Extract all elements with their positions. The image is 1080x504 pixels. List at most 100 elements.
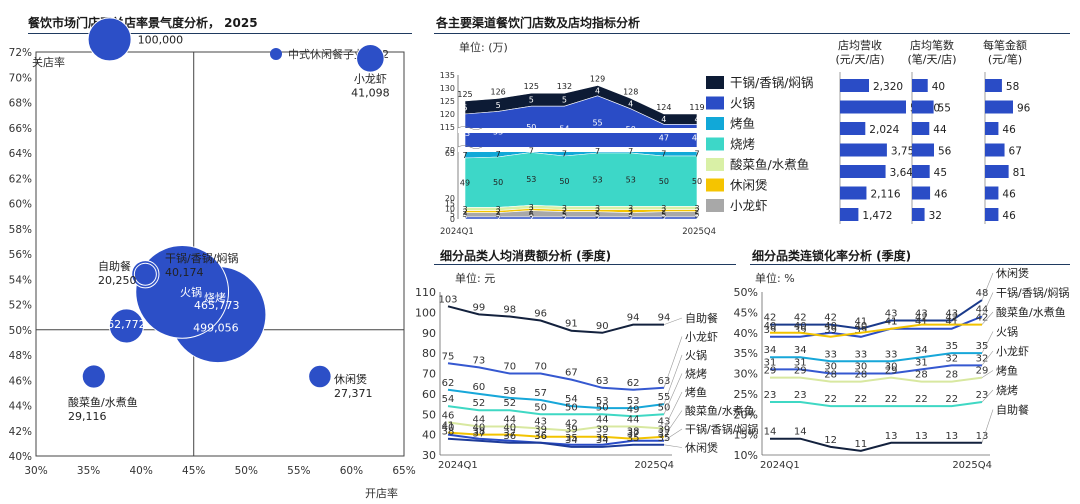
chain-ytick-label: 35% <box>734 347 758 360</box>
spend-data-label: 43 <box>534 417 547 428</box>
bubble-size-label: 29,116 <box>68 410 107 423</box>
chain-ytick-label: 15% <box>734 429 758 442</box>
channel-total-label: 129 <box>590 74 605 83</box>
channel-total-label: 132 <box>557 82 572 91</box>
spend-series-line-干锅-香锅-焖锅 <box>447 433 664 446</box>
metric-column-unit: (元/笔) <box>988 52 1022 66</box>
bubble-point-unnamed <box>87 17 132 62</box>
spend-label-leader <box>663 317 683 325</box>
channel-legend-label: 干锅/香锅/焖锅 <box>730 75 813 90</box>
spend-data-label: 38 <box>472 427 485 438</box>
metric-bar-avg_ticket <box>985 165 1009 178</box>
channel-total-label: 125 <box>524 82 539 91</box>
channel-layer-value: 2 <box>628 214 633 223</box>
channel-layer-value: 7 <box>496 150 501 159</box>
bubble-size-label: 62,772 <box>107 318 146 331</box>
bubble-category-label: 干锅/香锅/焖锅 <box>165 251 238 265</box>
spend-data-label: 90 <box>596 321 609 332</box>
spend-data-label: 49 <box>627 404 640 415</box>
metric-bar-avg_ticket <box>985 208 999 221</box>
chain-data-label: 34 <box>794 345 807 356</box>
chain-data-label: 43 <box>885 309 898 320</box>
bubble-point-休闲煲 <box>308 364 332 389</box>
metric-value-revenue: 2,024 <box>869 124 899 136</box>
chain-data-label: 14 <box>794 427 807 438</box>
spend-data-label: 75 <box>442 351 455 362</box>
channel-ytick-label: 5 <box>450 210 455 219</box>
spend-data-label: 54 <box>565 394 578 405</box>
spend-label-leader <box>663 410 683 437</box>
channel-legend-label: 烤鱼 <box>730 116 755 131</box>
chain-series-label: 自助餐 <box>996 403 1029 417</box>
bubble-point-火锅 <box>135 244 230 339</box>
chain-ytick-label: 50% <box>734 286 758 299</box>
spend-data-label: 36 <box>534 431 547 442</box>
bubble-ytick-label: 54% <box>9 274 32 286</box>
channel-total-label: 119 <box>689 103 704 112</box>
metric-value-transactions: 55 <box>938 103 951 115</box>
metric-value-revenue: 1,472 <box>862 210 892 222</box>
chain-data-label: 42 <box>764 313 777 324</box>
channel-ytick-label: 65 <box>445 149 455 158</box>
channel-layer-value: 2 <box>529 206 534 215</box>
channel-layer-value: 2 <box>496 214 501 223</box>
channel-legend-label: 酸菜鱼/水煮鱼 <box>730 157 809 172</box>
bubble-ytick-label: 66% <box>9 123 32 135</box>
bubble-xtick-label: 55% <box>287 465 310 477</box>
chain-data-label: 41 <box>854 317 867 328</box>
chain-data-label: 28 <box>854 370 867 381</box>
spend-ytick-label: 90 <box>422 327 436 340</box>
channel-layer-value: 53 <box>493 127 503 136</box>
channel-ytick-label: 130 <box>440 84 455 93</box>
channel-layer-value: 5 <box>595 210 600 219</box>
bubble-ytick-label: 40% <box>9 451 32 463</box>
channel-layer-value: 5 <box>562 96 567 105</box>
spend-chart-title: 细分品类人均消费额分析 (季度) <box>440 249 612 263</box>
spend-series-line-火锅 <box>447 388 665 410</box>
spend-data-label: 103 <box>438 294 457 305</box>
channel-layer-value: 53 <box>626 176 636 185</box>
spend-data-label: 50 <box>565 402 578 413</box>
chain-data-label: 13 <box>885 431 898 442</box>
chain-label-leader <box>981 350 994 366</box>
spend-data-label: 99 <box>472 302 485 313</box>
bubble-ytick-label: 56% <box>9 249 32 261</box>
bubble-x-axis-label: 开店率 <box>365 486 398 500</box>
chain-data-label: 39 <box>764 325 777 336</box>
chain-data-label: 41 <box>885 317 898 328</box>
spend-data-label: 55 <box>658 392 671 403</box>
chain-data-label: 28 <box>945 370 958 381</box>
channel-legend-label: 休闲煲 <box>730 178 768 193</box>
spend-ytick-label: 30 <box>422 449 436 462</box>
chain-series-label: 烧烤 <box>996 383 1018 397</box>
metric-value-revenue: 2,320 <box>873 81 903 93</box>
chain-data-label: 23 <box>764 390 777 401</box>
channel-layer-value: 5 <box>496 101 501 110</box>
bubble-xtick-label: 40% <box>129 465 152 477</box>
channel-ytick-label: 20 <box>445 194 455 203</box>
channel-layer-value: 2 <box>661 214 666 223</box>
bubble-xtick-label: 50% <box>235 465 258 477</box>
chain-data-label: 41 <box>885 317 898 328</box>
spend-ytick-label: 80 <box>422 347 436 360</box>
spend-data-label: 53 <box>627 396 640 407</box>
spend-data-label: 36 <box>503 431 516 442</box>
spend-data-label: 35 <box>658 433 671 444</box>
chain-data-label: 32 <box>945 353 958 364</box>
metric-bar-avg_ticket <box>985 79 1002 92</box>
spend-data-label: 60 <box>472 382 485 393</box>
channel-layer-value: 2 <box>694 214 699 223</box>
chain-data-label: 23 <box>794 390 807 401</box>
bubble-category-label: 火锅 <box>180 286 202 299</box>
spend-data-label: 94 <box>627 313 640 324</box>
spend-data-label: 50 <box>658 402 671 413</box>
chain-data-label: 30 <box>885 362 898 373</box>
chain-data-label: 39 <box>824 325 837 336</box>
channel-legend-label: 火锅 <box>730 96 755 111</box>
metric-value-avg_ticket: 46 <box>1002 210 1016 222</box>
channel-layer-value: 2 <box>562 207 567 216</box>
channel-layer-value: 4 <box>628 100 633 109</box>
bubble-ytick-label: 58% <box>9 224 32 236</box>
metric-bar-revenue <box>840 122 866 135</box>
